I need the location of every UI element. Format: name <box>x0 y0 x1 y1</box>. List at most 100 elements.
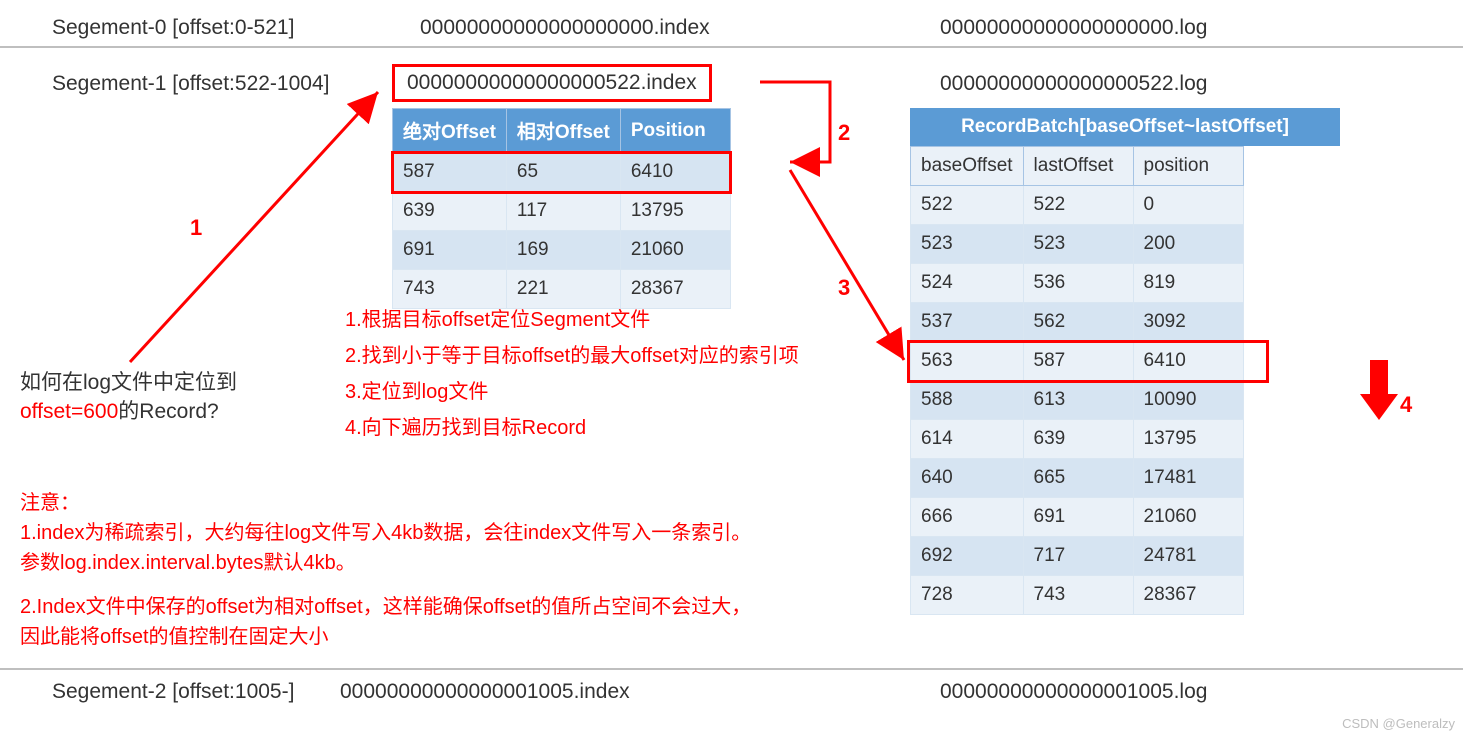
log-table-row: 64066517481 <box>911 459 1244 498</box>
segment-2-label: Segement-2 [offset:1005-] <box>52 680 294 704</box>
log-table: baseOffsetlastOffsetposition 52252205235… <box>910 146 1244 615</box>
index-table-cell: 21060 <box>620 231 730 270</box>
question-rest: 的Record? <box>118 400 218 423</box>
arrow-2 <box>760 82 830 162</box>
question-block: 如何在log文件中定位到 offset=600的Record? <box>20 368 237 427</box>
index-table-row: 69116921060 <box>393 231 731 270</box>
notes-block: 注意： 1.index为稀疏索引，大约每往log文件写入4kb数据，会往inde… <box>20 488 751 652</box>
arrow-1 <box>130 92 378 362</box>
log-table-cell: 639 <box>1023 420 1133 459</box>
step-label-4: 4 <box>1400 392 1412 418</box>
log-table-cell: 10090 <box>1133 381 1243 420</box>
log-table-cell: 613 <box>1023 381 1133 420</box>
step-2: 2.找到小于等于目标offset的最大offset对应的索引项 <box>345 338 799 374</box>
index-table-cell: 117 <box>506 192 620 231</box>
index-table-header: 相对Offset <box>506 109 620 153</box>
log-table-row: 61463913795 <box>911 420 1244 459</box>
index-table-header: Position <box>620 109 730 153</box>
log-table-cell: 640 <box>911 459 1024 498</box>
log-table-cell: 819 <box>1133 264 1243 303</box>
step-label-2: 2 <box>838 120 850 146</box>
index-table-cell: 65 <box>506 153 620 192</box>
step-label-1: 1 <box>190 215 202 241</box>
segment-1-log-file: 00000000000000000522.log <box>940 72 1207 96</box>
arrow-3 <box>790 170 904 360</box>
note-2a: 2.Index文件中保存的offset为相对offset，这样能确保offset… <box>20 592 751 622</box>
log-table-cell: 717 <box>1023 537 1133 576</box>
segment-1-index-file-box: 00000000000000000522.index <box>392 64 712 102</box>
log-table-cell: 24781 <box>1133 537 1243 576</box>
log-table-cell: 28367 <box>1133 576 1243 615</box>
index-table-header: 绝对Offset <box>393 109 507 153</box>
steps-block: 1.根据目标offset定位Segment文件 2.找到小于等于目标offset… <box>345 302 799 446</box>
index-table-row: 63911713795 <box>393 192 731 231</box>
log-table-cell: 0 <box>1133 186 1243 225</box>
step-1: 1.根据目标offset定位Segment文件 <box>345 302 799 338</box>
log-table-row: 69271724781 <box>911 537 1244 576</box>
step-label-3: 3 <box>838 275 850 301</box>
log-table-row: 5635876410 <box>911 342 1244 381</box>
segment-1-label: Segement-1 [offset:522-1004] <box>52 72 329 96</box>
log-table-cell: 728 <box>911 576 1024 615</box>
log-table-cell: 587 <box>1023 342 1133 381</box>
log-table-cell: 562 <box>1023 303 1133 342</box>
log-table-cell: 536 <box>1023 264 1133 303</box>
index-table-cell: 6410 <box>620 153 730 192</box>
log-table-cell: 665 <box>1023 459 1133 498</box>
segment-1-index-file: 00000000000000000522.index <box>407 71 697 94</box>
log-table-cell: 588 <box>911 381 1024 420</box>
segment-0-log-file: 00000000000000000000.log <box>940 16 1207 40</box>
log-table-cell: 523 <box>911 225 1024 264</box>
watermark: CSDN @Generalzy <box>1342 716 1455 731</box>
index-table-cell: 639 <box>393 192 507 231</box>
log-table-cell: 6410 <box>1133 342 1243 381</box>
arrow-4 <box>1360 360 1398 420</box>
notes-title: 注意： <box>20 488 751 518</box>
log-table-cell: 523 <box>1023 225 1133 264</box>
index-table-cell: 169 <box>506 231 620 270</box>
log-table-row: 524536819 <box>911 264 1244 303</box>
log-table-cell: 17481 <box>1133 459 1243 498</box>
log-table-cell: 524 <box>911 264 1024 303</box>
segment-2-log-file: 00000000000000001005.log <box>940 680 1207 704</box>
log-table-row: 58861310090 <box>911 381 1244 420</box>
divider-bottom <box>0 668 1463 670</box>
log-table-header: position <box>1133 147 1243 186</box>
log-table-header: lastOffset <box>1023 147 1133 186</box>
divider-top <box>0 46 1463 48</box>
log-table-header: baseOffset <box>911 147 1024 186</box>
log-table-cell: 522 <box>911 186 1024 225</box>
index-table-row: 587656410 <box>393 153 731 192</box>
note-1a: 1.index为稀疏索引，大约每往log文件写入4kb数据，会往index文件写… <box>20 518 751 548</box>
log-table-row: 5225220 <box>911 186 1244 225</box>
log-table-row: 523523200 <box>911 225 1244 264</box>
log-table-row: 72874328367 <box>911 576 1244 615</box>
log-table-title: RecordBatch[baseOffset~lastOffset] <box>910 108 1340 146</box>
log-table-cell: 537 <box>911 303 1024 342</box>
step-3: 3.定位到log文件 <box>345 374 799 410</box>
index-table: 绝对Offset相对OffsetPosition 587656410639117… <box>392 108 731 309</box>
log-table-cell: 13795 <box>1133 420 1243 459</box>
index-table-cell: 587 <box>393 153 507 192</box>
question-offset: offset=600 <box>20 400 118 423</box>
question-line-1: 如何在log文件中定位到 <box>20 368 237 397</box>
log-table-cell: 563 <box>911 342 1024 381</box>
log-table-cell: 522 <box>1023 186 1133 225</box>
log-table-row: 66669121060 <box>911 498 1244 537</box>
log-table-cell: 21060 <box>1133 498 1243 537</box>
log-table-cell: 691 <box>1023 498 1133 537</box>
segment-2-index-file: 00000000000000001005.index <box>340 680 630 704</box>
segment-0-index-file: 00000000000000000000.index <box>420 16 710 40</box>
log-table-cell: 743 <box>1023 576 1133 615</box>
log-table-cell: 692 <box>911 537 1024 576</box>
log-table-cell: 3092 <box>1133 303 1243 342</box>
log-table-row: 5375623092 <box>911 303 1244 342</box>
step-4: 4.向下遍历找到目标Record <box>345 410 799 446</box>
index-table-cell: 13795 <box>620 192 730 231</box>
note-2b: 因此能将offset的值控制在固定大小 <box>20 622 751 652</box>
log-table-cell: 200 <box>1133 225 1243 264</box>
segment-0-label: Segement-0 [offset:0-521] <box>52 16 294 40</box>
index-table-cell: 691 <box>393 231 507 270</box>
note-1b: 参数log.index.interval.bytes默认4kb。 <box>20 548 751 578</box>
log-table-cell: 666 <box>911 498 1024 537</box>
